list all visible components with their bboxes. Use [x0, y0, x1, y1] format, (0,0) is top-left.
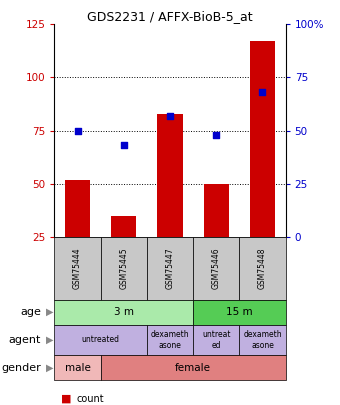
Text: untreated: untreated: [82, 335, 120, 345]
Text: GSM75444: GSM75444: [73, 247, 82, 289]
Text: GSM75446: GSM75446: [212, 247, 221, 289]
Text: dexameth
asone: dexameth asone: [151, 330, 189, 350]
Bar: [65, 179, 90, 237]
Text: GSM75445: GSM75445: [119, 247, 128, 289]
Point: [75, 127, 80, 134]
Text: dexameth
asone: dexameth asone: [243, 330, 282, 350]
Point: [260, 89, 265, 96]
Text: gender: gender: [1, 363, 41, 373]
Point: [214, 132, 219, 138]
Bar: [111, 216, 136, 237]
Text: ▶: ▶: [46, 335, 53, 345]
Text: untreat
ed: untreat ed: [202, 330, 231, 350]
Bar: [157, 114, 183, 237]
Text: 3 m: 3 m: [114, 307, 134, 317]
Text: ▶: ▶: [46, 363, 53, 373]
Text: GDS2231 / AFFX-BioB-5_at: GDS2231 / AFFX-BioB-5_at: [87, 10, 253, 23]
Text: age: age: [20, 307, 41, 317]
Point: [167, 113, 173, 119]
Text: ■: ■: [61, 394, 72, 403]
Text: ▶: ▶: [46, 307, 53, 317]
Text: GSM75447: GSM75447: [166, 247, 174, 289]
Text: count: count: [76, 394, 104, 403]
Bar: [250, 41, 275, 237]
Text: agent: agent: [8, 335, 41, 345]
Bar: [204, 184, 229, 237]
Text: male: male: [65, 363, 90, 373]
Text: 15 m: 15 m: [226, 307, 253, 317]
Text: female: female: [175, 363, 211, 373]
Point: [121, 142, 126, 149]
Text: GSM75448: GSM75448: [258, 247, 267, 289]
